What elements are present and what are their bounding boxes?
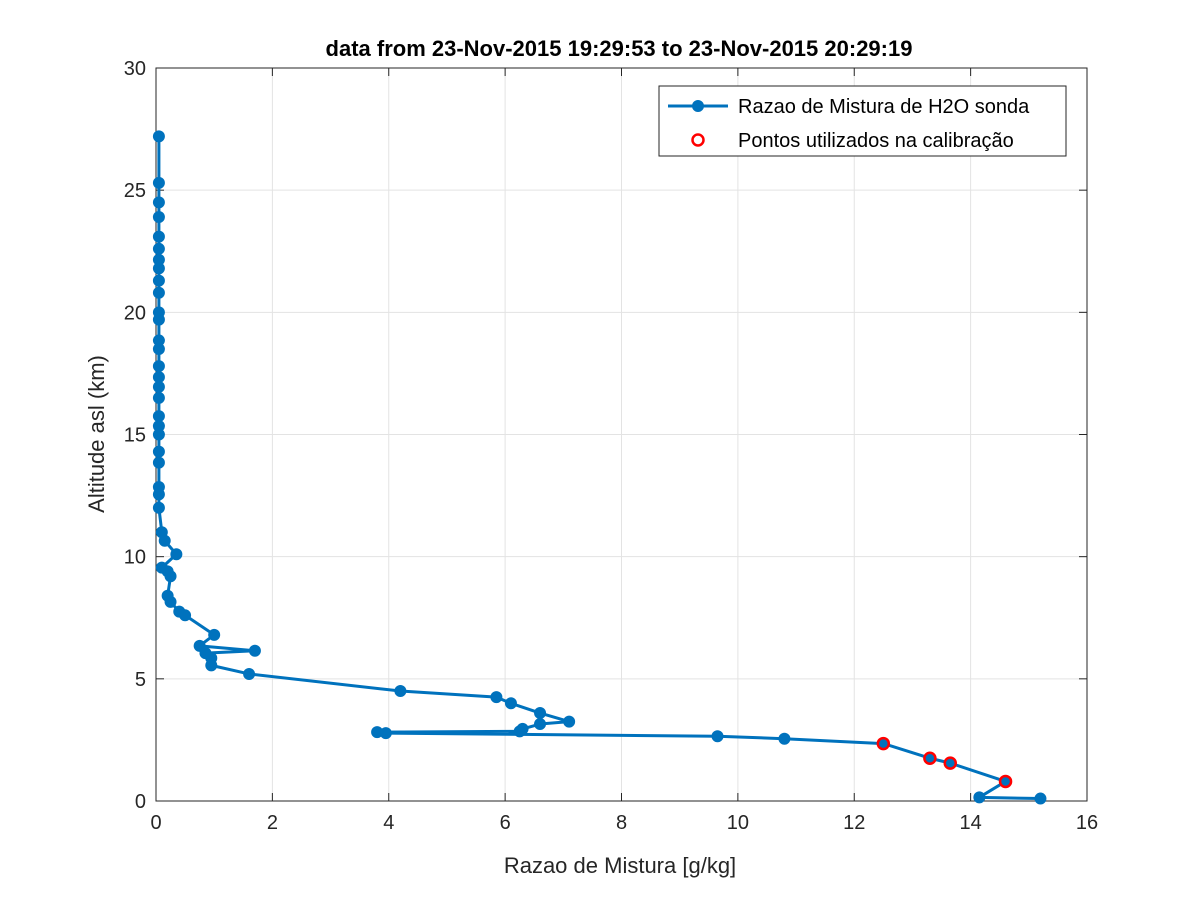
data-point-sonda — [152, 274, 165, 287]
y-tick-label: 20 — [124, 302, 146, 324]
data-point-sonda — [490, 691, 503, 704]
y-tick-label: 15 — [124, 425, 146, 447]
x-axis-title: Razao de Mistura [g/kg] — [504, 853, 736, 878]
data-point-sonda — [152, 242, 165, 255]
y-tick-label: 0 — [135, 791, 146, 813]
data-point-sonda — [394, 685, 407, 698]
data-point-sonda — [208, 628, 221, 641]
data-point-sonda — [170, 548, 183, 561]
x-tick-label: 0 — [150, 812, 161, 834]
data-point-sonda — [534, 707, 547, 720]
y-tick-label: 5 — [135, 669, 146, 691]
data-point-sonda — [173, 605, 186, 618]
legend: Razao de Mistura de H2O sonda Pontos uti… — [658, 85, 1067, 157]
data-point-sonda — [155, 561, 168, 574]
axis-ticks: 0 2 4 6 8 10 12 14 16 0 5 10 15 20 25 30 — [124, 58, 1098, 834]
data-point-sonda — [152, 230, 165, 243]
legend-label-sonda: Razao de Mistura de H2O sonda — [738, 96, 1030, 118]
data-point-sonda — [152, 334, 165, 347]
series-layer — [152, 130, 1047, 805]
data-point-sonda — [152, 130, 165, 143]
data-point-calibration — [998, 774, 1013, 789]
data-point-sonda — [248, 644, 261, 657]
data-point-sonda — [152, 306, 165, 319]
data-point-sonda — [534, 718, 547, 731]
legend-marker-sonda — [692, 100, 704, 112]
data-point-sonda — [152, 253, 165, 266]
data-point-calibration — [876, 736, 891, 751]
data-point-sonda — [152, 501, 165, 514]
data-point-sonda — [161, 589, 174, 602]
data-point-sonda — [193, 639, 206, 652]
data-point-sonda — [155, 526, 168, 539]
x-tick-label: 8 — [616, 812, 627, 834]
data-point-sonda — [371, 726, 384, 739]
series-line-sonda — [157, 136, 1041, 801]
data-point-sonda — [152, 360, 165, 373]
data-point-sonda — [1034, 792, 1047, 805]
legend-label-calibration: Pontos utilizados na calibração — [738, 130, 1014, 152]
data-point-calibration — [923, 751, 937, 765]
grid-lines — [155, 67, 1088, 802]
x-tick-label: 12 — [843, 812, 865, 834]
legend-box — [658, 85, 1067, 157]
data-point-sonda — [152, 286, 165, 299]
data-point-sonda — [152, 456, 165, 469]
x-tick-label: 4 — [383, 812, 394, 834]
x-tick-label: 2 — [267, 812, 278, 834]
x-tick-label: 10 — [727, 812, 749, 834]
data-point-sonda — [152, 445, 165, 458]
y-axis-title: Altitude asl (km) — [84, 355, 109, 513]
x-tick-label: 16 — [1076, 812, 1098, 834]
chart-title: data from 23-Nov-2015 19:29:53 to 23-Nov… — [326, 36, 913, 61]
data-point-sonda — [516, 722, 529, 735]
data-point-sonda — [152, 410, 165, 423]
y-tick-label: 25 — [124, 180, 146, 202]
data-point-sonda — [152, 371, 165, 384]
data-point-sonda — [243, 667, 256, 680]
data-point-sonda — [504, 697, 517, 710]
data-point-sonda — [152, 176, 165, 189]
data-point-calibration — [943, 756, 958, 770]
data-point-sonda — [711, 730, 724, 743]
data-point-sonda — [563, 715, 576, 728]
data-point-sonda — [778, 732, 791, 745]
y-tick-label: 30 — [124, 58, 146, 80]
data-point-sonda — [973, 791, 986, 804]
x-tick-label: 14 — [960, 812, 982, 834]
data-point-sonda — [152, 196, 165, 209]
legend-marker-calibration — [691, 133, 705, 147]
data-point-sonda — [152, 211, 165, 224]
y-tick-label: 10 — [124, 547, 146, 569]
x-tick-label: 6 — [500, 812, 511, 834]
data-point-sonda — [152, 481, 165, 494]
data-point-sonda — [152, 391, 165, 404]
